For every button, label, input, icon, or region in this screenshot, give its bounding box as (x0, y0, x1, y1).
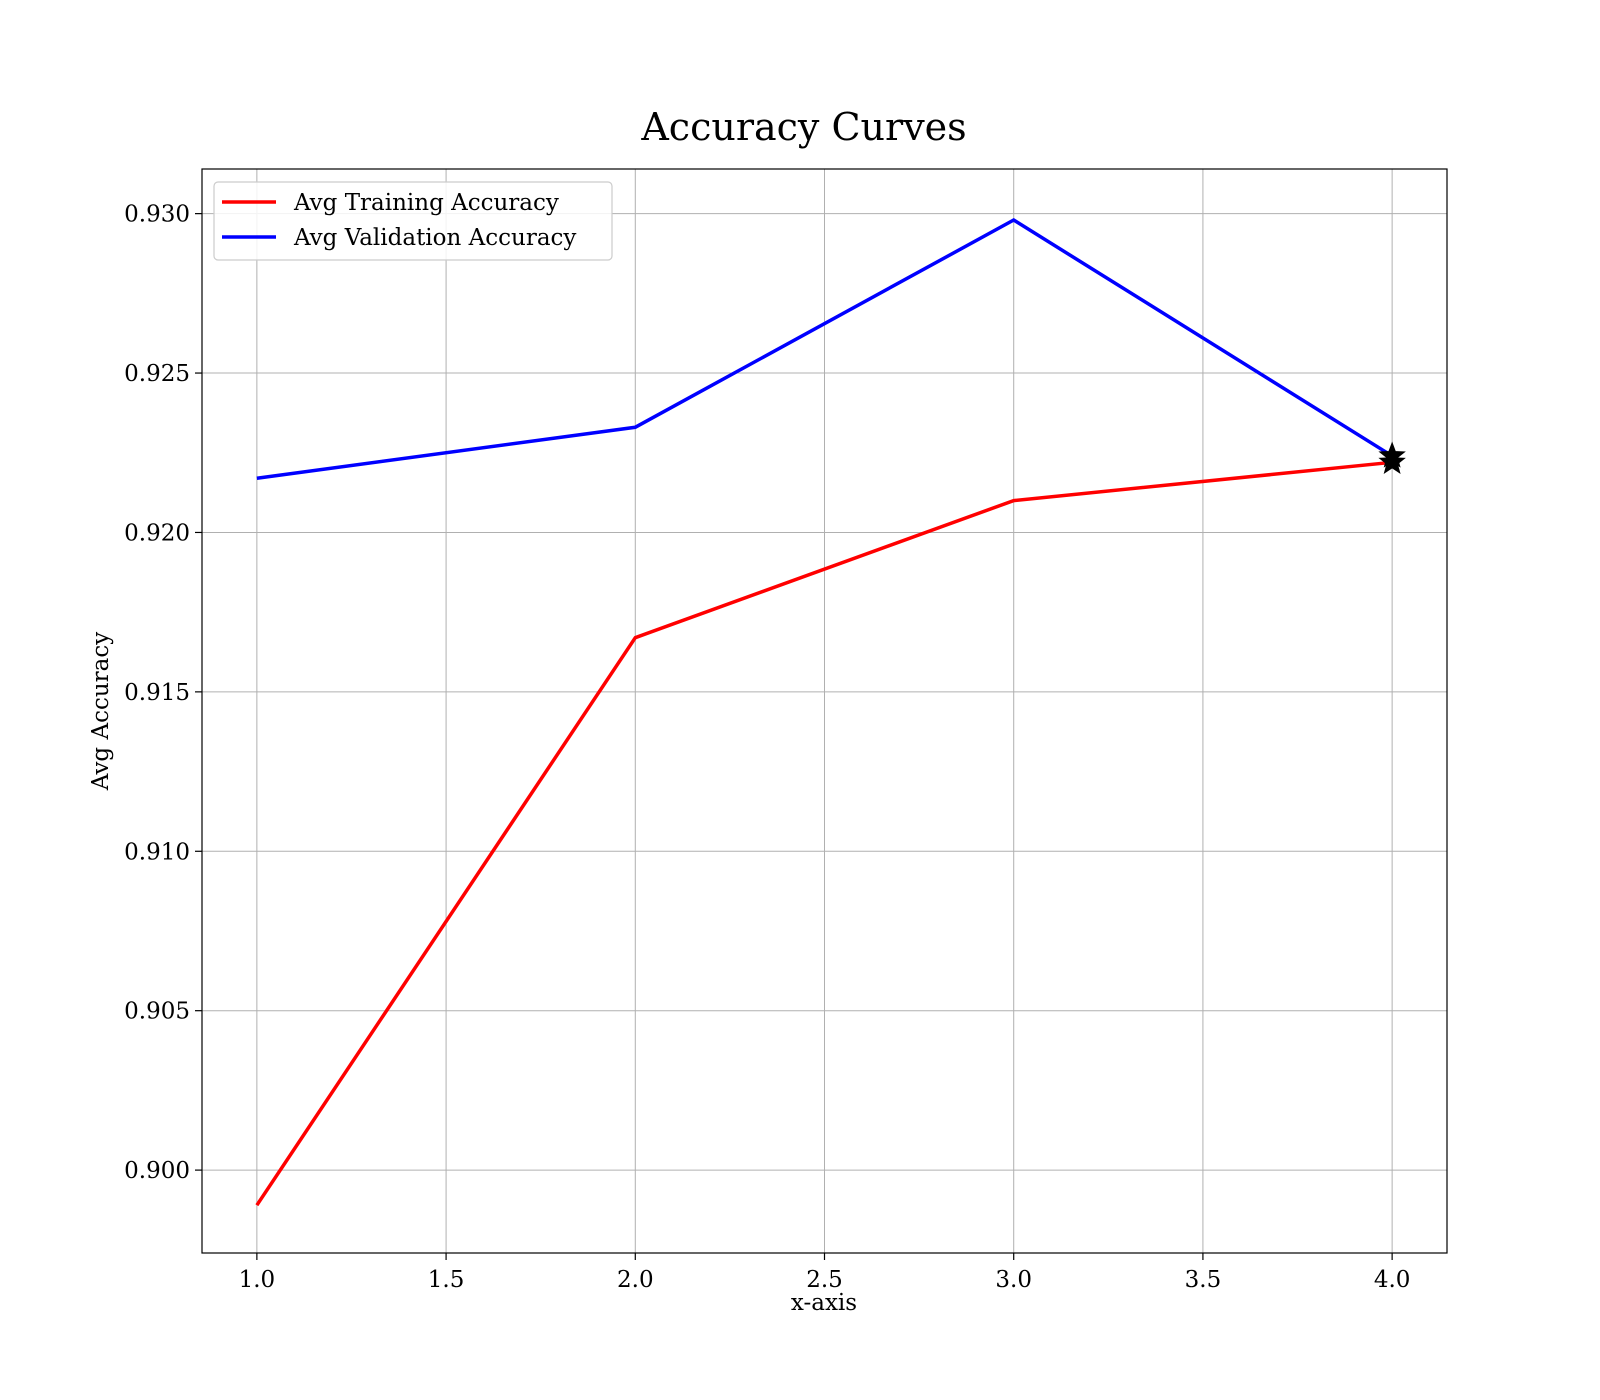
series-line-validation (256, 217, 1394, 480)
x-tick-label: 3.0 (995, 1267, 1032, 1293)
x-axis-title: x-axis (791, 1290, 857, 1316)
y-tick-label: 0.900 (124, 1158, 190, 1184)
star-marker-validation (1378, 441, 1406, 468)
chart-title: Accuracy Curves (640, 105, 966, 149)
x-tick-label: 1.0 (239, 1267, 276, 1293)
x-tick-label: 1.5 (428, 1267, 465, 1293)
legend: Avg Training Accuracy Avg Validation Accu… (213, 181, 613, 261)
series-line-training (255, 460, 1393, 1207)
legend-box (213, 181, 613, 261)
y-tick-label: 0.905 (124, 999, 190, 1025)
x-tick-label: 2.5 (806, 1267, 843, 1293)
grid-lines (202, 169, 1447, 1253)
x-tick-label: 4.0 (1374, 1267, 1411, 1293)
legend-label: Avg Training Accuracy (293, 190, 559, 216)
y-tick-label: 0.915 (124, 680, 190, 706)
series-markers (1378, 441, 1406, 474)
legend-label: Avg Validation Accuracy (293, 225, 576, 251)
x-tick-label: 2.0 (617, 1267, 654, 1293)
x-tick-label: 3.5 (1185, 1267, 1222, 1293)
y-tick-label: 0.925 (124, 361, 190, 387)
y-axis-title: Avg Accuracy (88, 632, 114, 791)
axis-ticks: 1.0 1.5 2.0 2.5 3.0 3.5 4.0 0.900 0.905 0.910 0.91… (124, 202, 1410, 1293)
y-tick-label: 0.910 (124, 839, 190, 865)
series-lines (255, 217, 1394, 1207)
y-tick-label: 0.930 (124, 202, 190, 228)
y-tick-label: 0.920 (124, 520, 190, 546)
